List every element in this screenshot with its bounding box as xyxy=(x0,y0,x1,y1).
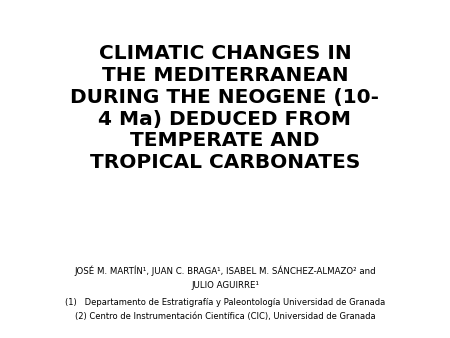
Text: CLIMATIC CHANGES IN
THE MEDITERRANEAN
DURING THE NEOGENE (10-
4 Ma) DEDUCED FROM: CLIMATIC CHANGES IN THE MEDITERRANEAN DU… xyxy=(71,44,379,172)
Text: JULIO AGUIRRE¹: JULIO AGUIRRE¹ xyxy=(191,281,259,290)
Text: JOSÉ M. MARTÍN¹, JUAN C. BRAGA¹, ISABEL M. SÁNCHEZ-ALMAZO² and: JOSÉ M. MARTÍN¹, JUAN C. BRAGA¹, ISABEL … xyxy=(74,265,376,276)
Text: (2) Centro de Instrumentación Científica (CIC), Universidad de Granada: (2) Centro de Instrumentación Científica… xyxy=(75,312,375,321)
Text: (1)   Departamento de Estratigrafía y Paleontología Universidad de Granada: (1) Departamento de Estratigrafía y Pale… xyxy=(65,298,385,307)
